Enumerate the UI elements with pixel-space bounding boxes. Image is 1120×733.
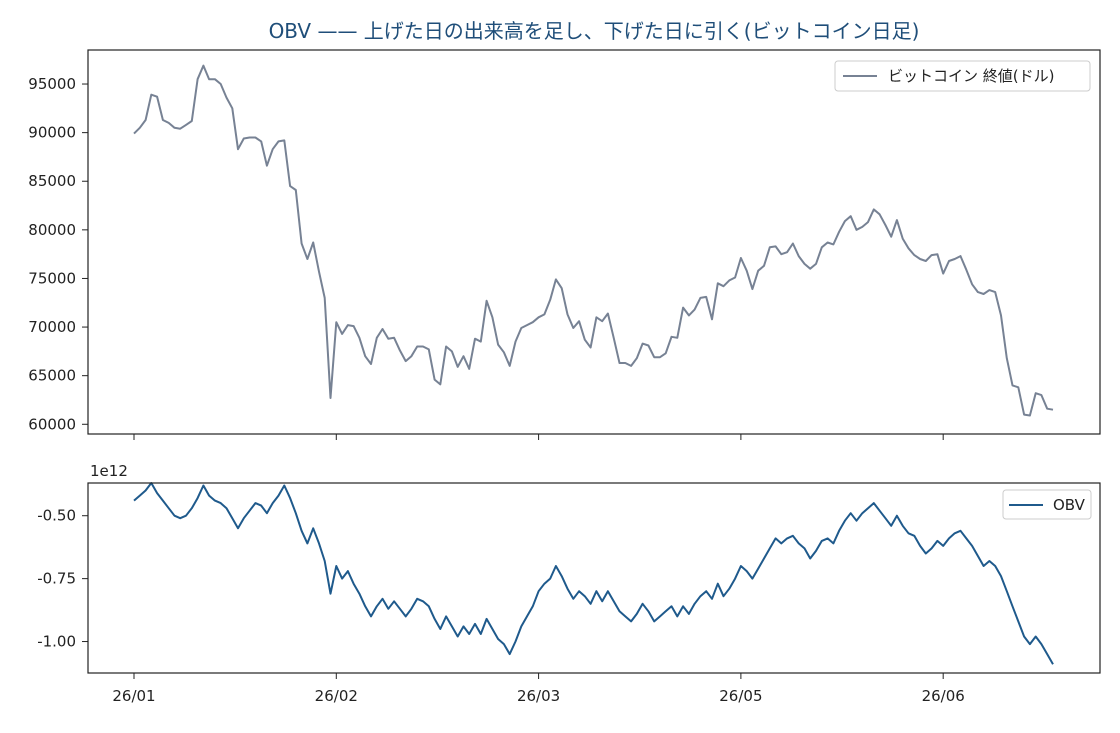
price-y-tick-label: 75000 <box>28 269 76 287</box>
price-legend-box <box>834 60 1091 92</box>
x-tick-label: 26/01 <box>112 687 155 705</box>
obv-panel-frame <box>87 482 1101 674</box>
price-y-tick-label: 80000 <box>28 221 76 239</box>
obv-legend-label: OBV <box>1053 496 1086 514</box>
chart-title: OBV —— 上げた日の出来高を足し、下げた日に引く(ビットコイン日足) <box>269 19 920 43</box>
obv-legend: OBV <box>1002 489 1092 520</box>
price-panel: 60000 65000 70000 75000 80000 85000 90000 95000 <box>28 64 1054 433</box>
obv-series-line <box>133 482 1054 665</box>
obv-panel: -1.00 -0.75 -0.50 <box>37 482 1054 665</box>
x-tick-label: 26/05 <box>719 687 762 705</box>
price-y-tick-label: 60000 <box>28 415 76 433</box>
obv-offset-label: 1e12 <box>90 462 128 480</box>
price-y-tick-label: 90000 <box>28 124 76 142</box>
price-y-tick-label: 70000 <box>28 318 76 336</box>
price-y-tick-label: 95000 <box>28 75 76 93</box>
price-legend: ビットコイン 終値(ドル) <box>834 60 1091 92</box>
x-tick-label: 26/06 <box>922 687 965 705</box>
obv-y-tick-label: -1.00 <box>37 633 76 651</box>
price-y-tick-label: 85000 <box>28 172 76 190</box>
x-tick-label: 26/02 <box>315 687 358 705</box>
price-legend-label: ビットコイン 終値(ドル) <box>888 67 1054 85</box>
price-panel-frame <box>87 49 1101 435</box>
obv-legend-box <box>1002 489 1092 520</box>
x-tick-label: 26/03 <box>517 687 560 705</box>
obv-y-tick-label: -0.50 <box>37 507 76 525</box>
price-series-line <box>133 64 1054 417</box>
price-y-tick-label: 65000 <box>28 367 76 385</box>
obv-y-tick-label: -0.75 <box>37 570 76 588</box>
